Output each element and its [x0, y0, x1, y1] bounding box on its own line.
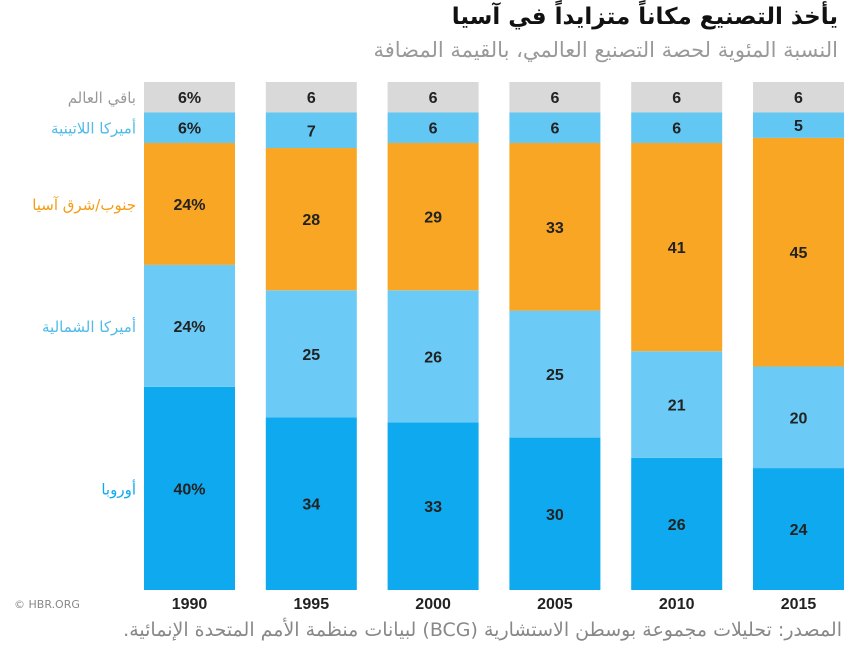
data-label: 45	[790, 245, 808, 262]
legend-label: أوروبا	[101, 479, 136, 498]
x-tick-label: 2010	[659, 596, 695, 613]
bar-segment	[265, 148, 357, 291]
data-label: 34	[302, 497, 320, 514]
data-label: 26	[668, 517, 686, 534]
data-label: 6	[672, 90, 681, 107]
data-label: 6	[307, 90, 316, 107]
chart-subtitle: النسبة المئوية لحصة التصنيع العالمي، بال…	[373, 38, 838, 62]
bar-segment	[753, 366, 844, 469]
data-label: 6%	[178, 121, 201, 138]
bar-segment	[387, 112, 479, 143]
bar-segment	[265, 82, 357, 113]
bar-segment	[387, 142, 479, 291]
bar-segment	[144, 386, 235, 590]
data-label: 26	[424, 349, 442, 366]
data-label: 29	[424, 210, 442, 227]
bar-segment	[144, 112, 235, 143]
data-label: 41	[668, 240, 686, 257]
data-label: 33	[546, 220, 564, 237]
x-tick-label: 2015	[781, 596, 817, 613]
data-label: 20	[790, 410, 808, 427]
data-label: 28	[302, 212, 320, 229]
x-tick-label: 2005	[537, 596, 573, 613]
bar-segment	[144, 142, 235, 265]
bar-segment	[387, 422, 479, 590]
data-label: 40%	[173, 481, 205, 498]
legend-label: باقي العالم	[68, 89, 136, 108]
data-label: 6	[429, 121, 438, 138]
data-label: 6	[550, 121, 559, 138]
bar-segment	[265, 112, 357, 149]
bar-segment	[509, 142, 601, 311]
data-label: 24	[790, 522, 808, 539]
legend-label: أميركا الشمالية	[42, 317, 136, 336]
data-label: 6	[429, 90, 438, 107]
bar-segment	[753, 82, 844, 113]
legend-label: أميركا اللاتينية	[51, 119, 136, 138]
bar-segment	[144, 82, 235, 113]
bar-segment	[753, 137, 844, 367]
x-tick-label: 1995	[294, 596, 330, 613]
data-label: 6%	[178, 90, 201, 107]
x-tick-label: 1990	[172, 596, 208, 613]
credit: © HBR.ORG	[14, 598, 80, 611]
bar-segment	[509, 82, 601, 113]
bar-segment	[631, 457, 723, 590]
source-note: المصدر: تحليلات مجموعة بوسطن الاستشارية …	[123, 619, 842, 641]
bar-segment	[631, 82, 723, 113]
bar-segment	[753, 112, 844, 138]
chart-title: يأخذ التصنيع مكاناً متزايداً في آسيا	[451, 4, 838, 30]
data-label: 7	[307, 123, 316, 140]
bar-segment	[265, 290, 357, 418]
bar-segment	[753, 468, 844, 590]
data-label: 25	[302, 347, 320, 364]
data-label: 6	[672, 121, 681, 138]
data-label: 24%	[173, 319, 205, 336]
bar-segment	[509, 437, 601, 590]
bar-segment	[631, 142, 723, 352]
legend-label: جنوب/شرق آسيا	[32, 196, 136, 214]
data-label: 21	[668, 398, 686, 415]
bar-segment	[631, 112, 723, 143]
data-label: 6	[794, 90, 803, 107]
data-label: 5	[794, 118, 803, 135]
bar-segment	[631, 351, 723, 458]
bar-segment	[387, 290, 479, 423]
data-label: 24%	[173, 197, 205, 214]
stacked-bar-chart: 40% أوروبا 24% أميركا الشمالية 24% جنوب/شرق آ…	[32, 82, 844, 613]
data-label: 6	[550, 90, 559, 107]
bar-segment	[509, 112, 601, 143]
bar-segment	[387, 82, 479, 113]
bar-segment	[265, 417, 357, 590]
bar-segment	[144, 264, 235, 387]
bar-segment	[509, 310, 601, 438]
data-label: 30	[546, 507, 564, 524]
data-label: 33	[424, 499, 442, 516]
data-label: 25	[546, 367, 564, 384]
x-tick-label: 2000	[415, 596, 451, 613]
